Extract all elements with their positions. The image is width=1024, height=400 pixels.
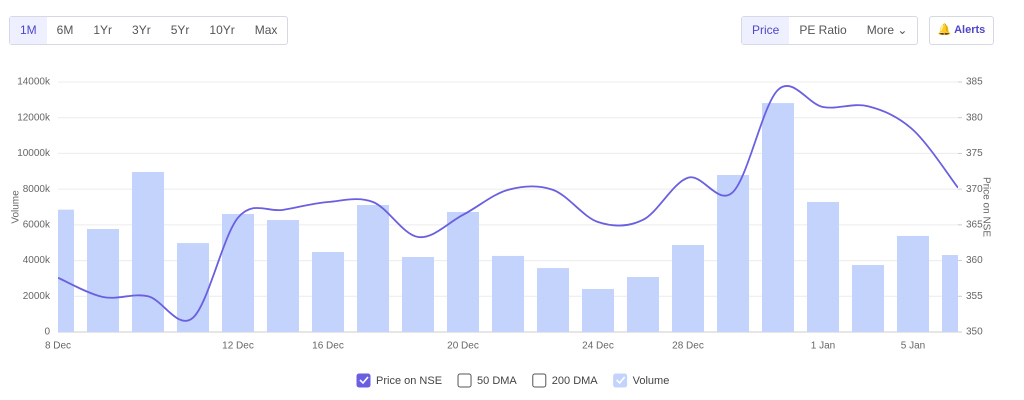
legend-item[interactable]: 200 DMA (532, 373, 599, 388)
volume-bar (267, 220, 299, 332)
legend-check (359, 376, 369, 385)
y2-tick-label: 375 (966, 148, 983, 159)
legend-item[interactable]: Volume (613, 373, 670, 388)
legend-check (616, 376, 626, 385)
volume-bar (447, 212, 479, 332)
y-tick-label: 10000k (17, 148, 51, 159)
view-button[interactable]: More ⌄ (866, 23, 908, 37)
range-button[interactable]: 1M (10, 17, 47, 44)
y-tick-label: 12000k (17, 112, 51, 123)
y2-tick-label: 370 (966, 184, 983, 195)
y-tick-label: 6000k (23, 219, 51, 230)
x-tick-label: 1 Jan (811, 341, 835, 352)
y2-tick-label: 350 (966, 327, 983, 338)
volume-bar (357, 205, 389, 332)
range-button[interactable]: 1Yr (93, 23, 113, 37)
legend-checkbox (613, 373, 628, 388)
volume-bar (582, 288, 614, 332)
volume-bar (312, 252, 344, 332)
range-button[interactable]: Max (254, 23, 278, 37)
alerts-label: Alerts (954, 24, 986, 36)
y2-tick-label: 365 (966, 219, 983, 230)
volume-bar (87, 228, 119, 332)
volume-bar (897, 235, 929, 332)
volume-bar (222, 213, 254, 332)
alerts-button[interactable]: 🔔 Alerts (929, 16, 994, 45)
x-tick-label: 12 Dec (222, 341, 254, 352)
legend-item[interactable]: Price on NSE (356, 373, 442, 388)
volume-bar (537, 268, 569, 332)
legend-label: 200 DMA (552, 375, 599, 387)
y-tick-label: 14000k (17, 77, 51, 88)
volume-bar (807, 202, 839, 332)
chevron: ⌄ (897, 23, 908, 37)
volume-bar (942, 255, 958, 332)
x-tick-label: 8 Dec (45, 341, 71, 352)
x-tick-label: 28 Dec (672, 341, 704, 352)
y2-tick-label: 385 (966, 77, 983, 88)
volume-bar (852, 265, 884, 332)
price-line (58, 85, 958, 322)
volume-bar (762, 103, 794, 332)
x-tick-label: 5 Jan (901, 341, 925, 352)
volume-bar (672, 245, 704, 332)
range-button[interactable]: 10Yr (209, 23, 235, 37)
volume-bar (58, 209, 74, 332)
view-button[interactable]: Price (742, 17, 790, 44)
legend-label: Price on NSE (376, 375, 442, 387)
x-tick-label: 24 Dec (582, 341, 614, 352)
volume-bar (492, 255, 524, 332)
y2-tick-label: 360 (966, 255, 983, 266)
y-tick-label: 8000k (23, 184, 51, 195)
view-group: Price PE Ratio More ⌄ (741, 16, 919, 45)
legend-checkbox (532, 373, 547, 388)
range-group: 1M 6M 1Yr 3Yr 5Yr 10Yr Max (9, 16, 289, 45)
legend-label: 50 DMA (477, 375, 517, 387)
x-tick-label: 16 Dec (312, 341, 344, 352)
range-button[interactable]: 6M (56, 23, 74, 37)
y2-tick-label: 380 (966, 112, 983, 123)
legend-checkbox (457, 373, 472, 388)
x-tick-label: 20 Dec (447, 341, 479, 352)
volume-bar (627, 277, 659, 332)
legend-checkbox (356, 373, 371, 388)
y-tick-label: 0 (44, 327, 50, 338)
y-tick-label: 2000k (23, 291, 51, 302)
view-button[interactable]: PE Ratio (799, 23, 847, 37)
volume-bar (717, 175, 749, 332)
y2-axis-label: Price on NSE (980, 177, 991, 237)
volume-bar (132, 172, 164, 332)
legend-item[interactable]: 50 DMA (457, 373, 517, 388)
range-button[interactable]: 5Yr (170, 23, 190, 37)
range-button[interactable]: 3Yr (132, 23, 151, 37)
y-tick-label: 4000k (23, 255, 51, 266)
y2-tick-label: 355 (966, 291, 983, 302)
y-axis-label: Volume (11, 190, 22, 224)
volume-bar (402, 257, 434, 332)
legend-label: Volume (633, 375, 670, 387)
